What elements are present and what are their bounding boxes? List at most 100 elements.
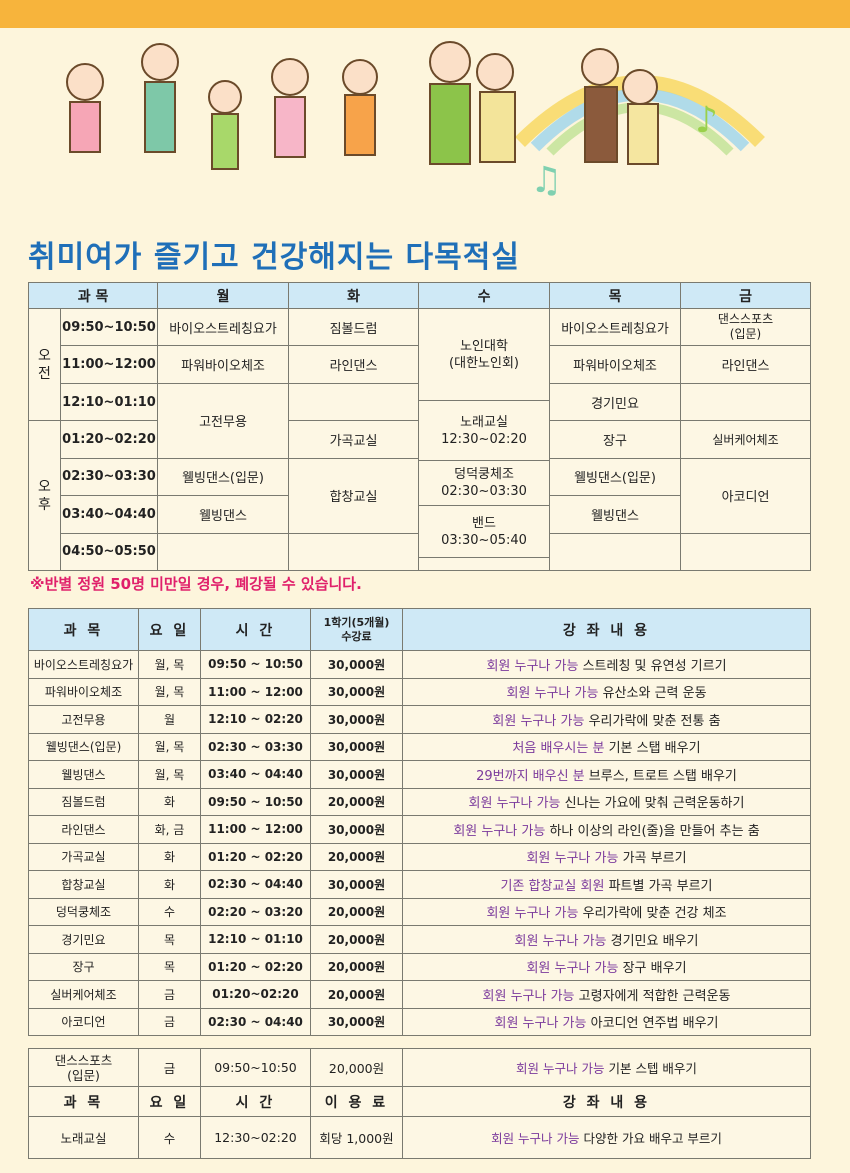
content: 회원 누구나 가능 스트레칭 및 유연성 기르기	[402, 650, 811, 679]
subject: 바이오스트레칭요가	[28, 650, 139, 679]
header-wed: 수	[418, 282, 551, 309]
description: 기본 스탭 배우기	[608, 741, 701, 757]
day: 금	[138, 1007, 201, 1036]
description: 브루스, 트로트 스탭 배우기	[588, 768, 737, 784]
time: 12:30~02:20	[200, 1116, 311, 1159]
class-cell: 웰빙댄스(입문)	[549, 457, 682, 497]
empty-cell	[549, 532, 682, 572]
header-content: 강 좌 내 용	[402, 1086, 811, 1117]
content: 기존 합창교실 회원 파트별 가곡 부르기	[402, 870, 811, 899]
table-row: 웰빙댄스(입문) 월, 목 02:30 ~ 03:30 30,000원 처음 배우시는 …	[28, 732, 811, 761]
table-row: 아코디언 금 02:30 ~ 04:40 30,000원 회원 누구나 가능 아코디언 …	[28, 1007, 811, 1036]
class-cell: 경기민요	[549, 382, 682, 422]
table-row: 짐볼드럼 화 09:50 ~ 10:50 20,000원 회원 누구나 가능 신나는 가…	[28, 787, 811, 816]
content: 회원 누구나 가능 경기민요 배우기	[402, 925, 811, 954]
wed-column: 노인대학 (대한노인회) 노래교실 12:30~02:20 덩덕쿵체조 02:30~0…	[418, 308, 551, 571]
time: 12:10 ~ 02:20	[200, 705, 311, 734]
class-cell: 고전무용	[157, 382, 290, 459]
subject: 짐볼드럼	[28, 787, 139, 816]
class-cell: 가곡교실	[288, 420, 420, 459]
fee: 30,000원	[310, 732, 403, 761]
class-cell: 실버케어체조	[680, 420, 812, 459]
eligibility: 기존 합창교실 회원	[500, 878, 605, 894]
eligibility: 회원 누구나 가능	[453, 823, 546, 839]
subject: 고전무용	[28, 705, 139, 734]
closure-notice: ※반별 정원 50명 미만일 경우, 폐강될 수 있습니다.	[30, 575, 362, 593]
subject: 합창교실	[28, 870, 139, 899]
time: 11:00 ~ 12:00	[200, 815, 311, 844]
subject: 노래교실	[28, 1116, 139, 1159]
header-subject: 과 목	[28, 1086, 139, 1117]
eligibility: 회원 누구나 가능	[506, 686, 599, 702]
table-row: 경기민요 목 12:10 ~ 01:10 20,000원 회원 누구나 가능 경기민요 …	[28, 925, 811, 954]
time-slot: 02:30~03:30	[59, 457, 159, 497]
day: 화	[138, 870, 201, 899]
header-fee: 1학기(5개월) 수강료	[310, 608, 403, 651]
wed-class: 밴드 03:30~05:40	[419, 506, 550, 558]
table-row: 실버케어체조 금 01:20~02:20 20,000원 회원 누구나 가능 고령자에게…	[28, 980, 811, 1009]
time: 03:40 ~ 04:40	[200, 760, 311, 789]
class-detail-table: 과 목 요 일 시 간 1학기(5개월) 수강료 강 좌 내 용 바이오스트레칭…	[28, 608, 811, 1036]
description: 경기민요 배우기	[610, 933, 699, 949]
description: 신나는 가요에 맞춰 근력운동하기	[564, 796, 745, 812]
description: 가곡 부르기	[622, 851, 687, 867]
content: 29번까지 배우신 분 브루스, 트로트 스탭 배우기	[402, 760, 811, 789]
svg-text:♫: ♫	[530, 160, 562, 201]
time-slot: 04:50~05:50	[59, 532, 159, 572]
time-slot: 03:40~04:40	[59, 495, 159, 534]
weekly-schedule-table: 과 목 월 화 수 목 금 오 전 09:50~10:50 바이오스트레칭요가 …	[27, 282, 812, 572]
content: 회원 누구나 가능 우리가락에 맞춘 건강 체조	[402, 897, 811, 926]
eligibility: 회원 누구나 가능	[486, 906, 579, 922]
class-cell: 웰빙댄스	[549, 495, 682, 534]
fee: 30,000원	[310, 815, 403, 844]
class-cell: 댄스스포츠 (입문)	[680, 307, 812, 347]
empty-cell	[288, 532, 420, 572]
wed-class: 노인대학 (대한노인회)	[419, 309, 550, 401]
day: 수	[138, 1116, 201, 1159]
description: 하나 이상의 라인(줄)을 만들어 추는 춤	[549, 823, 760, 839]
description: 고령자에게 적합한 근력운동	[578, 988, 731, 1004]
time: 09:50 ~ 10:50	[200, 650, 311, 679]
header-mon: 월	[157, 282, 290, 309]
fee: 30,000원	[310, 650, 403, 679]
fee: 30,000원	[310, 760, 403, 789]
time: 11:00 ~ 12:00	[200, 677, 311, 706]
content: 회원 누구나 가능 우리가락에 맞춘 전통 춤	[402, 705, 811, 734]
content: 회원 누구나 가능 다양한 가요 배우고 부르기	[402, 1116, 811, 1159]
header-subject: 과 목	[28, 608, 139, 651]
description: 아코디언 연주법 배우기	[590, 1016, 719, 1032]
fee: 20,000원	[310, 897, 403, 926]
content: 회원 누구나 가능 아코디언 연주법 배우기	[402, 1007, 811, 1036]
fee: 30,000원	[310, 1007, 403, 1036]
header-fee: 이 용 료	[310, 1086, 403, 1117]
header-content: 강 좌 내 용	[402, 608, 811, 651]
period-am: 오 전	[28, 307, 61, 422]
description: 유산소와 근력 운동	[602, 686, 707, 702]
table-row: 고전무용 월 12:10 ~ 02:20 30,000원 회원 누구나 가능 우리가락에…	[28, 705, 811, 734]
header-time: 시 간	[200, 1086, 311, 1117]
eligibility: 처음 배우시는 분	[512, 741, 605, 757]
content: 회원 누구나 가능 유산소와 근력 운동	[402, 677, 811, 706]
day: 목	[138, 925, 201, 954]
time-slot: 11:00~12:00	[59, 345, 159, 384]
header-subject: 과 목	[27, 282, 159, 309]
table-row: 파워바이오체조 월, 목 11:00 ~ 12:00 30,000원 회원 누구나 가능…	[28, 677, 811, 706]
header-day: 요 일	[138, 608, 201, 651]
content: 회원 누구나 가능 가곡 부르기	[402, 842, 811, 871]
header-day: 요 일	[138, 1086, 201, 1117]
fee: 30,000원	[310, 870, 403, 899]
fee: 30,000원	[310, 677, 403, 706]
class-cell: 짐볼드럼	[288, 307, 420, 347]
eligibility: 회원 누구나 가능	[482, 988, 575, 1004]
table-row: 장구 목 01:20 ~ 02:20 20,000원 회원 누구나 가능 장구 배우기	[28, 952, 811, 981]
day: 화	[138, 787, 201, 816]
time: 02:30 ~ 04:40	[200, 1007, 311, 1036]
time: 12:10 ~ 01:10	[200, 925, 311, 954]
fee: 30,000원	[310, 705, 403, 734]
eligibility: 회원 누구나 가능	[486, 658, 579, 674]
day: 월, 목	[138, 677, 201, 706]
eligibility: 회원 누구나 가능	[526, 851, 619, 867]
fee: 20,000원	[310, 925, 403, 954]
wed-class: 덩덕쿵체조 02:30~03:30	[419, 461, 550, 506]
header-tue: 화	[288, 282, 420, 309]
